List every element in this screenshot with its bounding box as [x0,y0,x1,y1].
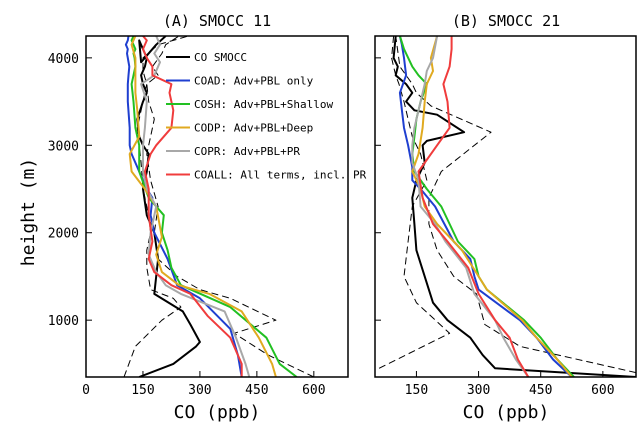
panel-a: (A) SMOCC 11 0 150 300 450 600 1000 2000 3000 40… [48,12,367,423]
panel-a-x-axis-label: CO (ppb) [174,402,261,423]
y-axis-label: height (m) [18,158,39,266]
panel-b-ticks: 150 300 450 600 [375,57,615,398]
x-tick-label: 300 [188,383,211,398]
x-tick-label: 600 [591,383,614,398]
series-line-coall [142,36,243,377]
x-tick-label: 450 [529,383,552,398]
y-tick-label: 1000 [48,314,79,329]
series-line-copr [411,36,530,377]
legend-label-coall: COALL: All terms, incl. PR [194,169,367,182]
legend-label-cosh: COSH: Adv+PBL+Shallow [194,98,333,111]
panel-a-frame [85,35,349,378]
legend-label-obs: CO SMOCC [194,51,247,64]
series-line-copr [140,36,251,377]
x-tick-label: 450 [245,383,268,398]
legend-label-copr: COPR: Adv+PBL+PR [194,145,300,158]
series-line-coall [417,36,530,377]
panel-b-plot [378,36,636,377]
panel-b-x-axis-label: CO (ppb) [463,402,550,423]
y-tick-label: 4000 [48,52,79,67]
panel-b-frame [374,35,637,378]
panel-b-title: (B) SMOCC 21 [452,12,560,30]
y-tick-label: 2000 [48,227,79,242]
x-tick-label: 600 [302,383,325,398]
x-tick-label: 150 [131,383,154,398]
series-line-coad [398,36,573,377]
legend-label-codp: CODP: Adv+PBL+Deep [194,122,313,135]
legend-label-coad: COAD: Adv+PBL only [194,75,314,88]
panel-a-title: (A) SMOCC 11 [163,12,271,30]
y-tick-label: 3000 [48,139,79,154]
series-line-obs_lo [123,36,189,377]
series-line-obs_hi [395,36,636,374]
series-line-coad [124,36,243,377]
panel-a-ticks: 0 150 300 450 600 1000 2000 3000 4000 [48,52,326,398]
panel-b: (B) SMOCC 21 150 300 450 600 CO (ppb) [374,12,637,423]
series-line-obs [392,36,636,377]
series-line-obs_lo [378,36,451,369]
series-line-obs_hi [146,36,315,377]
x-tick-label: 300 [467,383,490,398]
panel-a-plot [123,36,315,377]
legend: CO SMOCC COAD: Adv+PBL only COSH: Adv+PBL+… [166,51,367,182]
x-tick-label: 150 [405,383,428,398]
x-tick-label: 0 [82,383,90,398]
